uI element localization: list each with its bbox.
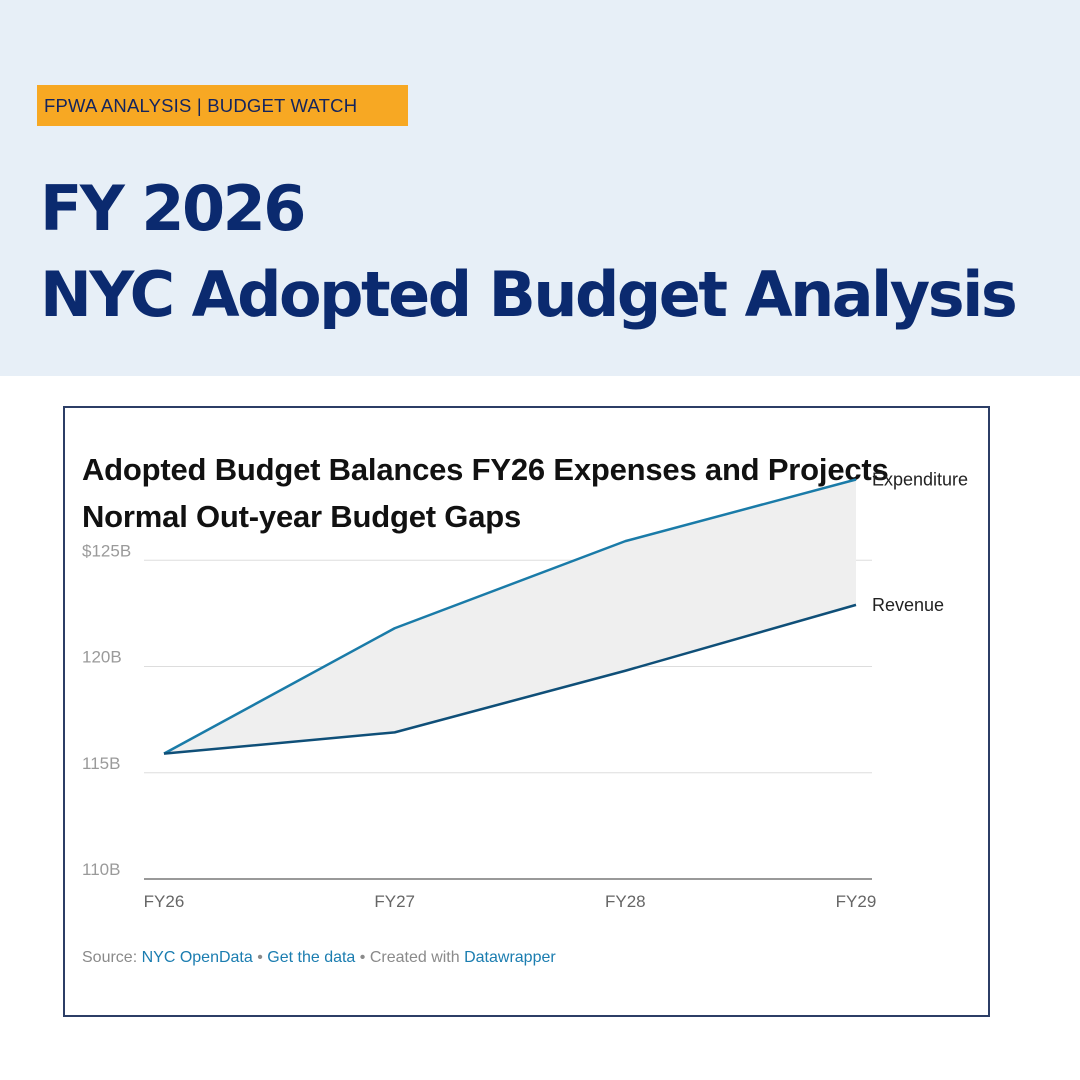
chart-title-line-1: Adopted Budget Balances FY26 Expenses an… xyxy=(82,452,889,487)
chart-plot: 110B 115B 120B $125B FY26 FY27 FY28 FY29 Expen… xyxy=(82,470,968,912)
y-tick-label: $125B xyxy=(82,541,131,560)
page-title-line-2: NYC Adopted Budget Analysis xyxy=(40,258,1018,331)
chart-title: Adopted Budget Balances FY26 Expenses an… xyxy=(82,446,972,540)
page-title-line-1: FY 2026 xyxy=(40,172,306,245)
y-tick-label: 120B xyxy=(82,648,122,667)
x-tick-label: FY26 xyxy=(144,892,185,911)
expenditure-line xyxy=(163,478,857,755)
x-tick-label: FY28 xyxy=(605,892,646,911)
source-link-nyc-opendata[interactable]: NYC OpenData xyxy=(141,949,253,966)
y-tick-label: 110B xyxy=(82,860,120,879)
get-the-data-link[interactable]: Get the data xyxy=(267,949,356,966)
revenue-line xyxy=(163,603,857,755)
expenditure-label: Expenditure xyxy=(872,470,968,490)
source-separator: • xyxy=(252,949,268,966)
budget-gap-area xyxy=(164,479,856,754)
series-lines xyxy=(163,478,857,755)
y-tick-label: 115B xyxy=(82,754,120,773)
source-note: Source: NYC OpenData • Get the data • Cr… xyxy=(82,949,556,967)
created-with-text: • Created with xyxy=(355,949,465,966)
hero-banner: FPWA ANALYSIS | BUDGET WATCH FY 2026 NYC… xyxy=(0,0,1080,376)
chart-card: Adopted Budget Balances FY26 Expenses an… xyxy=(63,406,990,1017)
x-tick-label: FY29 xyxy=(836,892,877,911)
series-labels: Expenditure Revenue xyxy=(872,470,968,615)
page-title: FY 2026 NYC Adopted Budget Analysis xyxy=(40,166,1018,338)
category-tag: FPWA ANALYSIS | BUDGET WATCH xyxy=(37,85,408,126)
revenue-label: Revenue xyxy=(872,595,944,615)
chart-title-line-2: Normal Out-year Budget Gaps xyxy=(82,499,522,534)
source-prefix: Source: xyxy=(82,949,142,966)
y-axis-ticks: 110B 115B 120B $125B xyxy=(82,541,131,879)
x-axis-ticks: FY26 FY27 FY28 FY29 xyxy=(144,892,877,911)
x-tick-label: FY27 xyxy=(374,892,415,911)
datawrapper-link[interactable]: Datawrapper xyxy=(464,949,556,966)
